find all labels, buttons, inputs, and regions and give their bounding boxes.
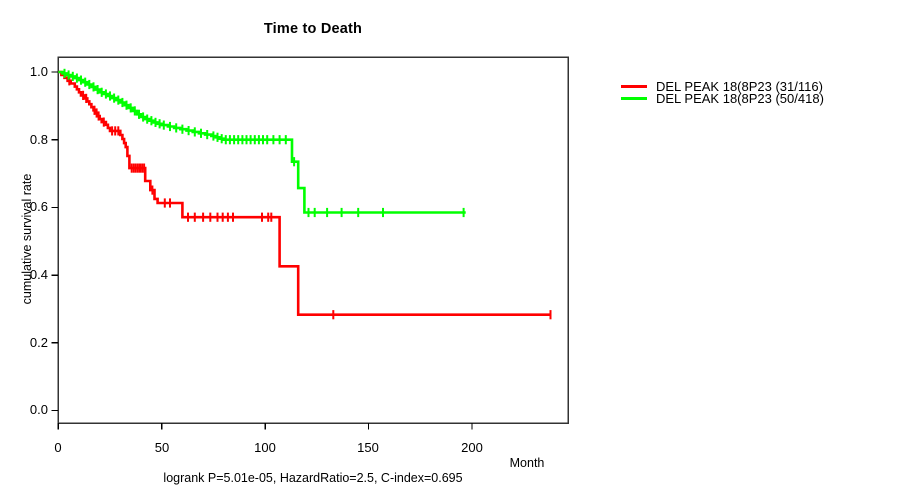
y-tick-label-0.0: 0.0 — [29, 402, 48, 417]
legend-line-swatch-red — [621, 84, 647, 88]
x-tick-label-150: 150 — [357, 440, 379, 455]
logrank-annotation: logrank P=5.01e-05, HazardRatio=2.5, C-i… — [163, 471, 463, 485]
legend: DEL PEAK 18(8P23 (31/116) DEL PEAK 18(8P… — [621, 78, 824, 107]
censor-marks-green — [63, 68, 465, 218]
km-curve-green — [58, 70, 466, 214]
legend-label-green-group: DEL PEAK 18(8P23 (50/418) — [656, 91, 824, 107]
x-tick-label-0: 0 — [54, 440, 62, 455]
legend-item-green-group: DEL PEAK 18(8P23 (50/418) — [621, 91, 824, 107]
x-tick-label-50: 50 — [154, 440, 170, 455]
y-tick-label-0.8: 0.8 — [29, 132, 48, 147]
legend-item-red-group: DEL PEAK 18(8P23 (31/116) — [621, 78, 824, 94]
y-tick-label-0.2: 0.2 — [29, 335, 48, 350]
km-curve-red — [58, 70, 552, 316]
y-tick-label-1.0: 1.0 — [29, 64, 48, 79]
page-title: Time to Death — [263, 21, 363, 37]
x-tick-label-200: 200 — [461, 440, 483, 455]
y-tick-label-0.4: 0.4 — [29, 267, 48, 282]
legend-line-swatch-green — [621, 97, 647, 101]
censor-marks-red — [68, 76, 552, 320]
y-tick-label-0.6: 0.6 — [29, 199, 48, 214]
plot-box — [57, 56, 569, 424]
x-tick-label-100: 100 — [254, 440, 276, 455]
legend-label-red-group: DEL PEAK 18(8P23 (31/116) — [656, 78, 823, 94]
x-axis-title-month: Month — [509, 456, 545, 470]
